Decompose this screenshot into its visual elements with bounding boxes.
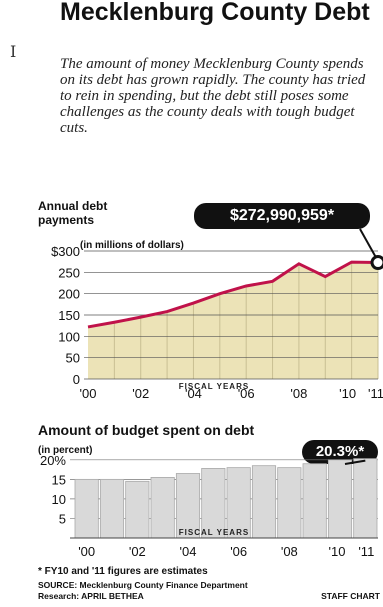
chart2-bar [353, 458, 378, 539]
chart2-y-tick-label: 5 [59, 511, 66, 526]
chart1-axis-note: FISCAL YEARS [179, 382, 249, 391]
chart1-area-fill [88, 262, 378, 379]
chart2-bar [74, 478, 99, 539]
source-line: SOURCE: Mecklenburg County Finance Depar… [38, 580, 248, 590]
chart2-y-tick-label: 10 [52, 492, 66, 507]
credit-row: Research: APRIL BETHEA STAFF CHART [38, 591, 380, 601]
chart1-y-tick-label: 100 [58, 329, 80, 344]
staff-credit: STAFF CHART [321, 591, 380, 601]
footnote: * FY10 and '11 figures are estimates [38, 566, 208, 577]
chart1-title: Annual debt payments [38, 199, 108, 227]
chart2-bar [302, 463, 327, 539]
chart1-y-tick-label: 150 [58, 308, 80, 323]
chart1-series-line [87, 260, 379, 329]
chart1-x-tick-label: '11 [368, 386, 383, 401]
chart2-bar [99, 478, 125, 539]
chart2-unit: (in percent) [38, 445, 93, 456]
chart2-axis-note: FISCAL YEARS [179, 528, 249, 537]
chart2-x-tick-label: '06 [230, 544, 247, 559]
chart1-y-tick-label: 0 [73, 372, 80, 387]
text-cursor-icon: I [10, 42, 17, 61]
chart1-y-tick-label: 250 [58, 265, 80, 280]
chart1-x-tick-label: '02 [132, 386, 149, 401]
chart1-unit: (in millions of dollars) [80, 240, 184, 251]
chart1-x-tick-label: '06 [238, 386, 255, 401]
chart2-x-tick-label: '04 [180, 544, 197, 559]
chart2-bar [327, 459, 353, 539]
chart2-x-tick-label: '11 [358, 544, 374, 559]
chart2-bar [125, 480, 150, 539]
chart2-x-tick-label: '00 [78, 544, 95, 559]
chart1-end-point [370, 255, 383, 271]
chart2-bar [251, 465, 277, 539]
research-credit: Research: APRIL BETHEA [38, 591, 144, 601]
chart2-bar [150, 477, 175, 539]
chart1-x-tick-label: '08 [290, 386, 307, 401]
chart2-x-tick-label: '08 [281, 544, 298, 559]
chart1-callout-pointer [359, 228, 377, 259]
chart2-callout-pointer [344, 459, 366, 465]
chart2-title: Amount of budget spent on debt [38, 422, 255, 438]
chart1-x-tick-label: '04 [185, 386, 202, 401]
chart1-y-tick-label: $300 [51, 244, 80, 259]
chart1-x-tick-label: '10 [339, 386, 356, 401]
chart2-y-tick-label: 15 [52, 472, 66, 487]
chart1-callout: $272,990,959* [194, 203, 370, 229]
chart2-y-tick-label: 20% [40, 453, 66, 468]
chart1-y-tick-label: 200 [58, 287, 80, 302]
chart2-bar [277, 467, 302, 539]
chart1-y-tick-label: 50 [66, 351, 80, 366]
page-title: Mecklenburg County Debt [60, 0, 370, 26]
chart2-x-tick-label: '02 [129, 544, 146, 559]
intro-text: The amount of money Mecklenburg County s… [60, 56, 366, 136]
chart2-x-tick-label: '10 [329, 544, 346, 559]
chart1-x-tick-label: '00 [80, 386, 97, 401]
